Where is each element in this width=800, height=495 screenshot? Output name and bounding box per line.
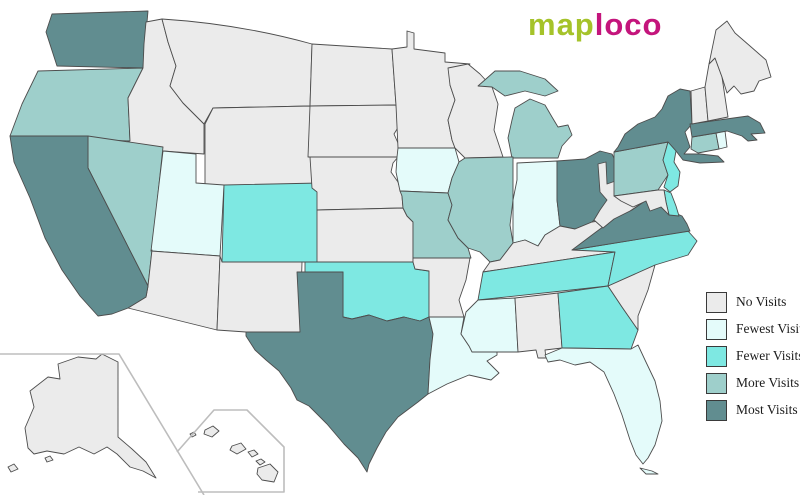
state-michigan [477, 70, 573, 159]
state-oregon [9, 67, 144, 142]
state-montana [161, 18, 313, 125]
legend-swatch-most-visits [706, 399, 727, 421]
state-new-jersey [662, 141, 681, 193]
state-florida [544, 344, 663, 475]
state-north-dakota [309, 43, 397, 107]
state-washington [45, 10, 149, 69]
state-hawaii [189, 425, 279, 483]
legend-label-fewer-visits: Fewer Visits [736, 348, 800, 363]
legend-row-more-visits: More Visits [706, 372, 800, 394]
state-nebraska [309, 156, 404, 211]
state-maryland [613, 189, 670, 216]
state-wyoming [204, 105, 313, 189]
state-colorado [221, 182, 321, 263]
state-new-mexico [216, 255, 303, 333]
state-massachusetts [689, 115, 766, 142]
logo-text-loco: loco [594, 7, 663, 42]
state-illinois [447, 156, 514, 263]
state-alaska [7, 353, 157, 479]
logo-text-map: map [528, 7, 595, 42]
state-new-york [613, 88, 725, 164]
state-alabama [514, 292, 563, 359]
alaska-inset-border [0, 353, 205, 495]
state-mississippi [460, 297, 519, 353]
legend-swatch-no-visits [706, 291, 727, 313]
state-maine [708, 20, 772, 95]
legend-row-most-visits: Most Visits [706, 399, 800, 421]
maploco-logo: maploco [528, 6, 662, 44]
legend-swatch-more-visits [706, 372, 727, 394]
state-north-carolina [571, 230, 698, 287]
hawaii-inset-border [176, 409, 285, 493]
state-south-dakota [307, 104, 400, 158]
legend-row-no-visits: No Visits [706, 291, 800, 313]
state-california [9, 135, 149, 317]
legend-row-fewer-visits: Fewer Visits [706, 345, 800, 367]
legend-swatch-fewer-visits [706, 345, 727, 367]
legend-label-no-visits: No Visits [736, 294, 787, 309]
map-legend: No Visits Fewest Visits Fewer Visits Mor… [706, 291, 800, 426]
state-kansas [316, 207, 414, 263]
legend-row-fewest-visits: Fewest Visits [706, 318, 800, 340]
legend-swatch-fewest-visits [706, 318, 727, 340]
state-texas [245, 271, 434, 473]
legend-label-more-visits: More Visits [736, 375, 800, 390]
legend-label-most-visits: Most Visits [736, 402, 798, 417]
legend-label-fewest-visits: Fewest Visits [736, 321, 800, 336]
